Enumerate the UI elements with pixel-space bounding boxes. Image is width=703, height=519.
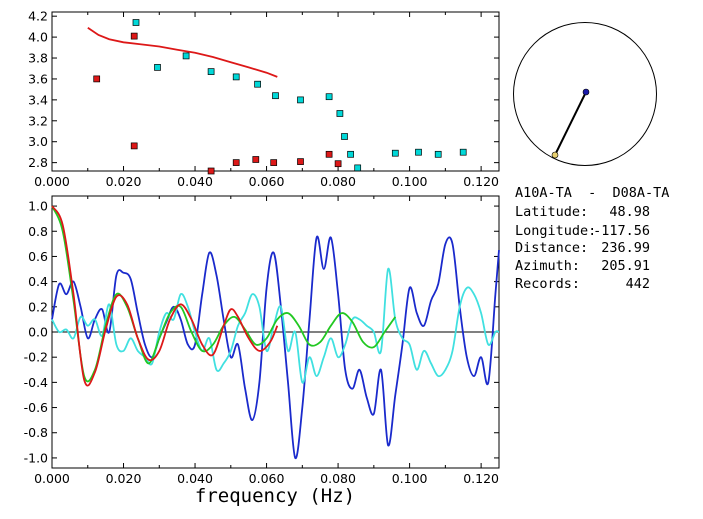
x-tick-label: 0.120 [463, 174, 499, 189]
group-velocity-point [297, 158, 304, 165]
top-plot-marks [87, 19, 467, 175]
y-tick-label: -0.6 [24, 400, 48, 415]
azimuth-globe [513, 22, 657, 166]
group-velocity-point [252, 156, 260, 163]
x-tick-label: 0.080 [320, 471, 356, 486]
x-tick-label: 0.060 [249, 471, 285, 486]
group-velocity-point [334, 160, 342, 168]
azimuth-value: 205.91 [601, 258, 650, 274]
y-tick-label: -0.8 [24, 425, 48, 440]
y-tick-label: -0.4 [24, 375, 48, 390]
x-tick-label: 0.100 [392, 174, 428, 189]
y-tick-label: 3.6 [28, 71, 48, 86]
phase-velocity-point [459, 148, 467, 156]
fit-correlation-curve [51, 205, 279, 387]
distance-value: 236.99 [601, 240, 650, 256]
y-tick-label: -0.2 [24, 350, 48, 365]
records-label: Records: [515, 276, 580, 292]
phase-velocity-point [182, 52, 190, 60]
phase-velocity-point [325, 93, 333, 101]
phase-velocity-point [341, 133, 348, 140]
records-value: 442 [626, 276, 650, 292]
phase-velocity-point [434, 150, 442, 158]
latitude-label: Latitude: [515, 204, 588, 220]
latitude-value: 48.98 [609, 204, 650, 220]
station-pair: A10A-TA - D08A-TA [515, 185, 669, 201]
group-velocity-point [232, 159, 240, 166]
group-velocity-point [93, 75, 101, 83]
receiver-station-dot [582, 88, 590, 96]
y-tick-label: 4.2 [28, 9, 48, 24]
imaginary-correlation-curve [51, 268, 500, 384]
group-velocity-point [130, 32, 138, 40]
phase-velocity-point [336, 110, 344, 117]
group-velocity-point [270, 159, 278, 166]
y-tick-label: 3.2 [28, 113, 48, 128]
observed-correlation-curve [51, 235, 500, 459]
y-tick-label: 0.4 [28, 274, 48, 289]
x-axis-label: frequency (Hz) [195, 485, 355, 507]
x-tick-label: 0.020 [106, 471, 142, 486]
x-tick-label: 0.100 [392, 471, 428, 486]
group-velocity-curve [87, 26, 278, 78]
y-tick-label: 4.0 [28, 30, 48, 45]
top-plot-frame [51, 11, 500, 172]
x-tick-label: 0.060 [249, 174, 285, 189]
y-tick-label: 3.8 [28, 51, 48, 66]
y-tick-label: 0.8 [28, 224, 48, 239]
y-tick-label: 3.0 [28, 134, 48, 149]
phase-velocity-point [297, 96, 304, 104]
phase-velocity-point [154, 64, 161, 71]
azimuth-label: Azimuth: [515, 258, 580, 274]
longitude-value: -117.56 [593, 223, 650, 239]
x-tick-label: 0.000 [34, 174, 70, 189]
phase-velocity-point [415, 148, 422, 156]
y-tick-label: 0.6 [28, 249, 48, 264]
x-tick-label: 0.120 [463, 471, 499, 486]
y-tick-label: 1.0 [28, 199, 48, 214]
great-circle-path [554, 91, 587, 156]
y-tick-label: 3.4 [28, 92, 48, 107]
phase-velocity-point [354, 164, 362, 172]
globe-outline [513, 22, 657, 166]
station-info-panel: A10A-TA - D08A-TA Latitude: 48.98 Longit… [515, 185, 669, 292]
phase-velocity-point [347, 150, 354, 158]
bottom-plot-marks [51, 205, 500, 459]
y-tick-label: 2.8 [28, 155, 48, 170]
phase-velocity-point [272, 92, 279, 100]
x-tick-label: 0.040 [177, 174, 213, 189]
group-velocity-point [130, 142, 138, 150]
group-velocity-point [207, 167, 215, 175]
source-station-dot [551, 151, 559, 159]
top-velocity-panel: 0.000 0.020 0.040 0.060 0.080 0.100 0.120 2.8 3.… [28, 9, 500, 189]
group-velocity-point [325, 150, 333, 158]
bottom-correlation-panel: 0.000 0.020 0.040 0.060 0.080 0.100 0.120 1.0 0.… [24, 195, 500, 507]
x-tick-label: 0.020 [106, 174, 142, 189]
phase-velocity-point [132, 19, 140, 26]
phase-velocity-point [254, 80, 261, 88]
phase-velocity-point [207, 68, 215, 75]
x-tick-label: 0.040 [177, 471, 213, 486]
y-tick-label: 0.0 [28, 325, 48, 340]
distance-label: Distance: [515, 240, 588, 256]
bottom-axis-ticks: 0.000 0.020 0.040 0.060 0.080 0.100 0.120 1.0 0.… [24, 196, 499, 486]
top-axis-ticks: 0.000 0.020 0.040 0.060 0.080 0.100 0.120 2.8 3.… [28, 9, 499, 189]
longitude-label: Longitude: [515, 223, 596, 239]
y-tick-label: 0.2 [28, 299, 48, 314]
phase-velocity-point [232, 73, 240, 81]
x-tick-label: 0.000 [34, 471, 70, 486]
phase-velocity-point [391, 149, 399, 157]
y-tick-label: -1.0 [24, 450, 48, 465]
x-tick-label: 0.080 [320, 174, 356, 189]
